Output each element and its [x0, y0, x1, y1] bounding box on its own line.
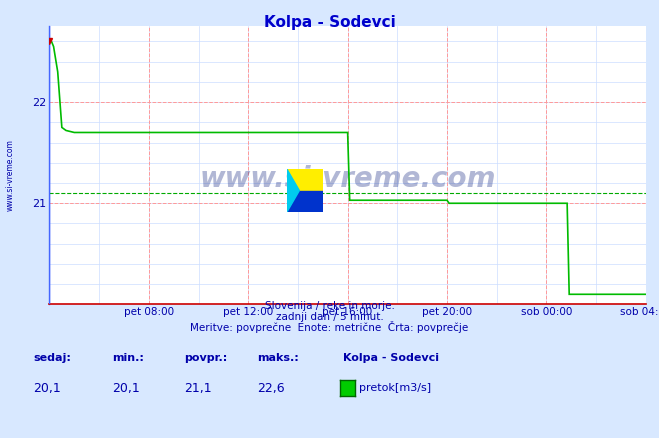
Polygon shape — [287, 169, 323, 191]
Text: www.si-vreme.com: www.si-vreme.com — [5, 139, 14, 211]
Text: www.si-vreme.com: www.si-vreme.com — [200, 165, 496, 193]
Text: Kolpa - Sodevci: Kolpa - Sodevci — [343, 353, 439, 364]
Text: 22,6: 22,6 — [257, 382, 285, 395]
Text: 21,1: 21,1 — [185, 382, 212, 395]
Text: Meritve: povprečne  Enote: metrične  Črta: povprečje: Meritve: povprečne Enote: metrične Črta:… — [190, 321, 469, 333]
Text: 20,1: 20,1 — [112, 382, 140, 395]
Text: 20,1: 20,1 — [33, 382, 61, 395]
Text: Kolpa - Sodevci: Kolpa - Sodevci — [264, 15, 395, 30]
Text: zadnji dan / 5 minut.: zadnji dan / 5 minut. — [275, 312, 384, 322]
Polygon shape — [287, 191, 323, 212]
Text: sedaj:: sedaj: — [33, 353, 71, 364]
Polygon shape — [287, 191, 299, 212]
Text: min.:: min.: — [112, 353, 144, 364]
Polygon shape — [287, 169, 299, 191]
Text: Slovenija / reke in morje.: Slovenija / reke in morje. — [264, 301, 395, 311]
Text: povpr.:: povpr.: — [185, 353, 228, 364]
Text: maks.:: maks.: — [257, 353, 299, 364]
Text: pretok[m3/s]: pretok[m3/s] — [359, 383, 431, 393]
